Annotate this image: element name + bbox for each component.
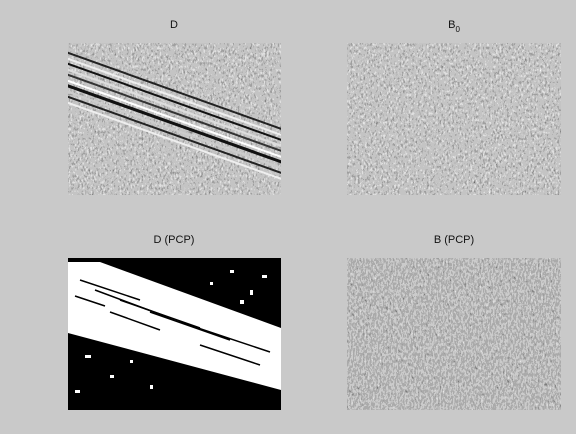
title-main: B bbox=[448, 19, 455, 31]
figure: D B0 D (PCP) B (PCP) bbox=[0, 0, 576, 434]
panel-title: D (PCP) bbox=[154, 234, 195, 246]
panel-title: B (PCP) bbox=[434, 234, 474, 246]
panel-title: D bbox=[170, 19, 178, 31]
image-b-pcp bbox=[347, 258, 561, 410]
title-subscript: 0 bbox=[455, 25, 460, 34]
image-b0 bbox=[347, 43, 561, 195]
panel-title: B0 bbox=[448, 19, 460, 34]
